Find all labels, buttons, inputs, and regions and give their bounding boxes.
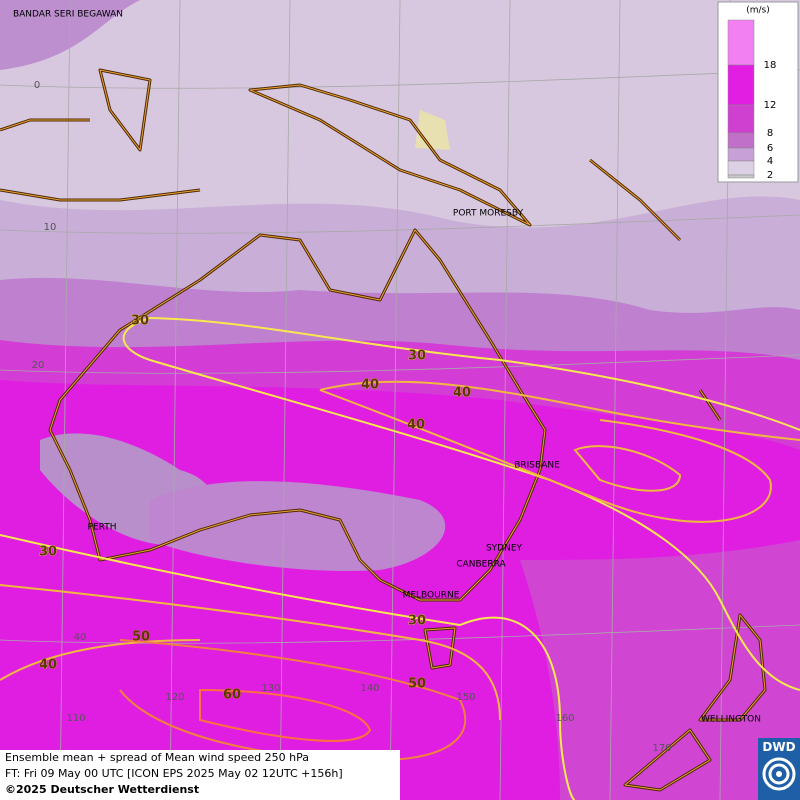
- grid-label: 0: [34, 80, 40, 91]
- contour-label: 40: [453, 386, 471, 401]
- legend-level: 4: [767, 156, 773, 167]
- place-label: MELBOURNE: [403, 591, 460, 601]
- footer-line: FT: Fri 09 May 00 UTC [ICON EPS 2025 May…: [5, 767, 343, 780]
- legend-swatch: [727, 147, 755, 162]
- contours: [0, 317, 800, 800]
- logo-swirl: [762, 757, 796, 791]
- legend-level: 6: [767, 143, 773, 154]
- shade: [0, 0, 140, 70]
- place-label: PORT MORESBY: [453, 209, 524, 219]
- legend-level: 2: [767, 170, 773, 181]
- legend-swatch: [727, 174, 755, 179]
- footer: Ensemble mean + spread of Mean wind spee…: [0, 750, 400, 800]
- place-label: CANBERRA: [456, 560, 506, 570]
- grid-label: 160: [555, 713, 574, 724]
- legend-swatch: [727, 19, 755, 66]
- legend-level: 12: [764, 100, 777, 111]
- shade: [150, 481, 446, 571]
- logo-text: DWD: [762, 740, 796, 754]
- legend-swatch: [727, 64, 755, 106]
- contour-label: 40: [39, 658, 57, 673]
- grid-label: 140: [360, 683, 379, 694]
- contour-label: 40: [361, 378, 379, 393]
- grid-label: 110: [66, 713, 85, 724]
- contour-label: 30: [39, 545, 57, 560]
- legend-swatch: [727, 104, 755, 134]
- legend-swatch: [727, 132, 755, 149]
- grid-label: 150: [456, 692, 475, 703]
- contour-label: 60: [223, 688, 241, 703]
- grid-label: 20: [32, 360, 45, 371]
- grid-label: 130: [261, 683, 280, 694]
- logo: DWD: [758, 738, 800, 800]
- grid-label: 170: [652, 743, 671, 754]
- grid-label: 40: [74, 632, 87, 643]
- place-label: BANDAR SERI BEGAWAN: [13, 10, 123, 20]
- grid-label: 10: [44, 222, 57, 233]
- contour-label: 30: [408, 349, 426, 364]
- place-label: BRISBANE: [514, 461, 560, 471]
- contour-label: 30: [131, 314, 149, 329]
- place-label: SYDNEY: [486, 544, 523, 554]
- legend-swatch: [727, 160, 755, 176]
- grid-label: 120: [165, 692, 184, 703]
- contour-label: 30: [408, 614, 426, 629]
- place-label: WELLINGTON: [701, 715, 761, 725]
- legend-level: 18: [764, 60, 777, 71]
- place-label: PERTH: [88, 523, 117, 533]
- contour-label: 50: [408, 677, 426, 692]
- legend-level: 8: [767, 128, 773, 139]
- contour-label: 40: [407, 418, 425, 433]
- footer-line: Ensemble mean + spread of Mean wind spee…: [5, 751, 309, 764]
- coastlines: [0, 68, 767, 792]
- legend-unit: (m/s): [746, 6, 770, 16]
- contour-label: 50: [132, 630, 150, 645]
- footer-line: ©2025 Deutscher Wetterdienst: [5, 783, 200, 796]
- shade: [520, 540, 800, 800]
